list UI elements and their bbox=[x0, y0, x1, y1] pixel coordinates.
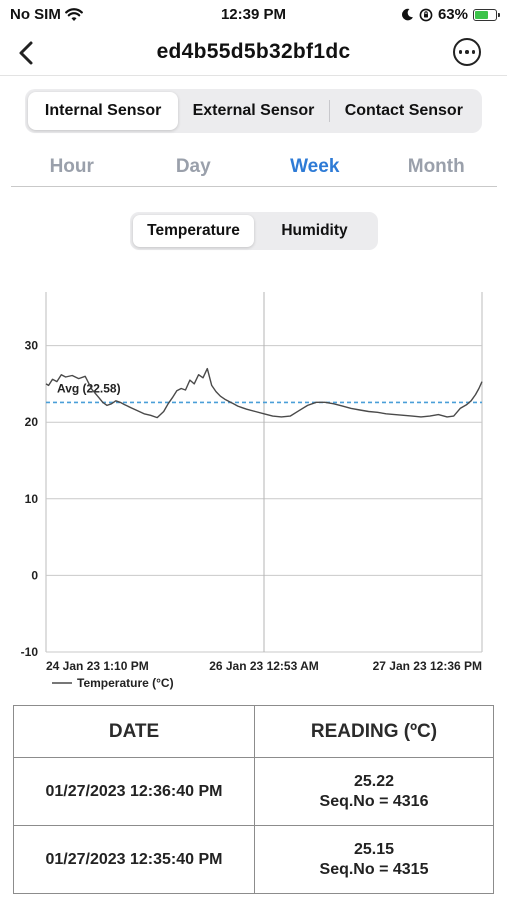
back-chevron-icon[interactable] bbox=[12, 38, 42, 68]
status-right: 63% bbox=[401, 6, 500, 23]
table-row[interactable]: 01/27/2023 12:35:40 PM 25.15 Seq.No = 43… bbox=[13, 825, 494, 894]
wifi-icon bbox=[64, 7, 83, 21]
nav-bar: ed4b55d5b32bf1dc bbox=[0, 30, 507, 76]
row-date: 01/27/2023 12:35:40 PM bbox=[13, 825, 255, 894]
row-reading: 25.22 Seq.No = 4316 bbox=[254, 757, 494, 826]
row-reading: 25.15 Seq.No = 4315 bbox=[254, 825, 494, 894]
legend-label: Temperature (°C) bbox=[77, 676, 174, 690]
average-label: Avg (22.58) bbox=[57, 381, 121, 395]
table-row[interactable]: 01/27/2023 12:36:40 PM 25.22 Seq.No = 43… bbox=[13, 757, 494, 826]
x-tick-label: 26 Jan 23 12:53 AM bbox=[209, 659, 319, 673]
y-tick-label: 0 bbox=[31, 568, 38, 582]
row-value: 25.15 bbox=[353, 840, 395, 858]
period-tabs: Hour Day Week Month bbox=[11, 148, 497, 187]
tab-humidity[interactable]: Humidity bbox=[281, 222, 348, 239]
battery-percent: 63% bbox=[437, 6, 468, 23]
y-tick-label: 30 bbox=[25, 339, 39, 353]
readings-table: DATE READING (ºC) 01/27/2023 12:36:40 PM… bbox=[13, 705, 494, 894]
x-tick-label: 24 Jan 23 1:10 PM bbox=[46, 659, 149, 673]
row-value: 25.22 bbox=[353, 772, 395, 790]
orientation-lock-icon bbox=[419, 8, 433, 21]
tab-day[interactable]: Day bbox=[175, 156, 211, 177]
metric-segmented-control: Temperature Humidity bbox=[130, 212, 378, 250]
carrier-label: No SIM bbox=[10, 6, 61, 23]
table-header-row: DATE READING (ºC) bbox=[13, 705, 494, 758]
y-tick-label: 20 bbox=[25, 415, 39, 429]
header-reading: READING (ºC) bbox=[254, 705, 494, 758]
tab-external-sensor[interactable]: External Sensor bbox=[192, 102, 315, 119]
status-left: No SIM bbox=[10, 6, 83, 23]
status-time: 12:39 PM bbox=[220, 6, 287, 23]
moon-icon bbox=[402, 8, 413, 21]
y-tick-label: 10 bbox=[25, 492, 39, 506]
row-seq: Seq.No = 4316 bbox=[319, 792, 429, 810]
tab-month[interactable]: Month bbox=[407, 156, 465, 177]
temperature-chart[interactable]: -10 0 10 20 30 24 Jan 23 1:10 PM 26 Jan 23 12:… bbox=[0, 286, 507, 691]
y-tick-label: -10 bbox=[21, 645, 39, 659]
tab-week[interactable]: Week bbox=[290, 156, 340, 177]
battery-icon bbox=[473, 8, 500, 21]
tab-contact-sensor[interactable]: Contact Sensor bbox=[328, 92, 479, 130]
chart-svg: -10 0 10 20 30 24 Jan 23 1:10 PM 26 Jan 23 12:… bbox=[21, 292, 483, 690]
more-options-icon[interactable] bbox=[453, 38, 481, 66]
page-title: ed4b55d5b32bf1dc bbox=[156, 40, 351, 63]
x-tick-label: 27 Jan 23 12:36 PM bbox=[373, 659, 482, 673]
header-date: DATE bbox=[13, 705, 255, 758]
tab-hour[interactable]: Hour bbox=[49, 156, 94, 177]
sensor-segmented-control: Internal Sensor External Sensor Contact … bbox=[25, 89, 482, 133]
temperature-series-line bbox=[45, 367, 483, 419]
tab-internal-sensor[interactable]: Internal Sensor bbox=[28, 92, 179, 130]
row-date: 01/27/2023 12:36:40 PM bbox=[13, 757, 255, 826]
tab-temperature[interactable]: Temperature bbox=[133, 215, 254, 247]
row-seq: Seq.No = 4315 bbox=[319, 860, 429, 878]
status-bar: No SIM 12:39 PM 63% bbox=[0, 0, 507, 30]
